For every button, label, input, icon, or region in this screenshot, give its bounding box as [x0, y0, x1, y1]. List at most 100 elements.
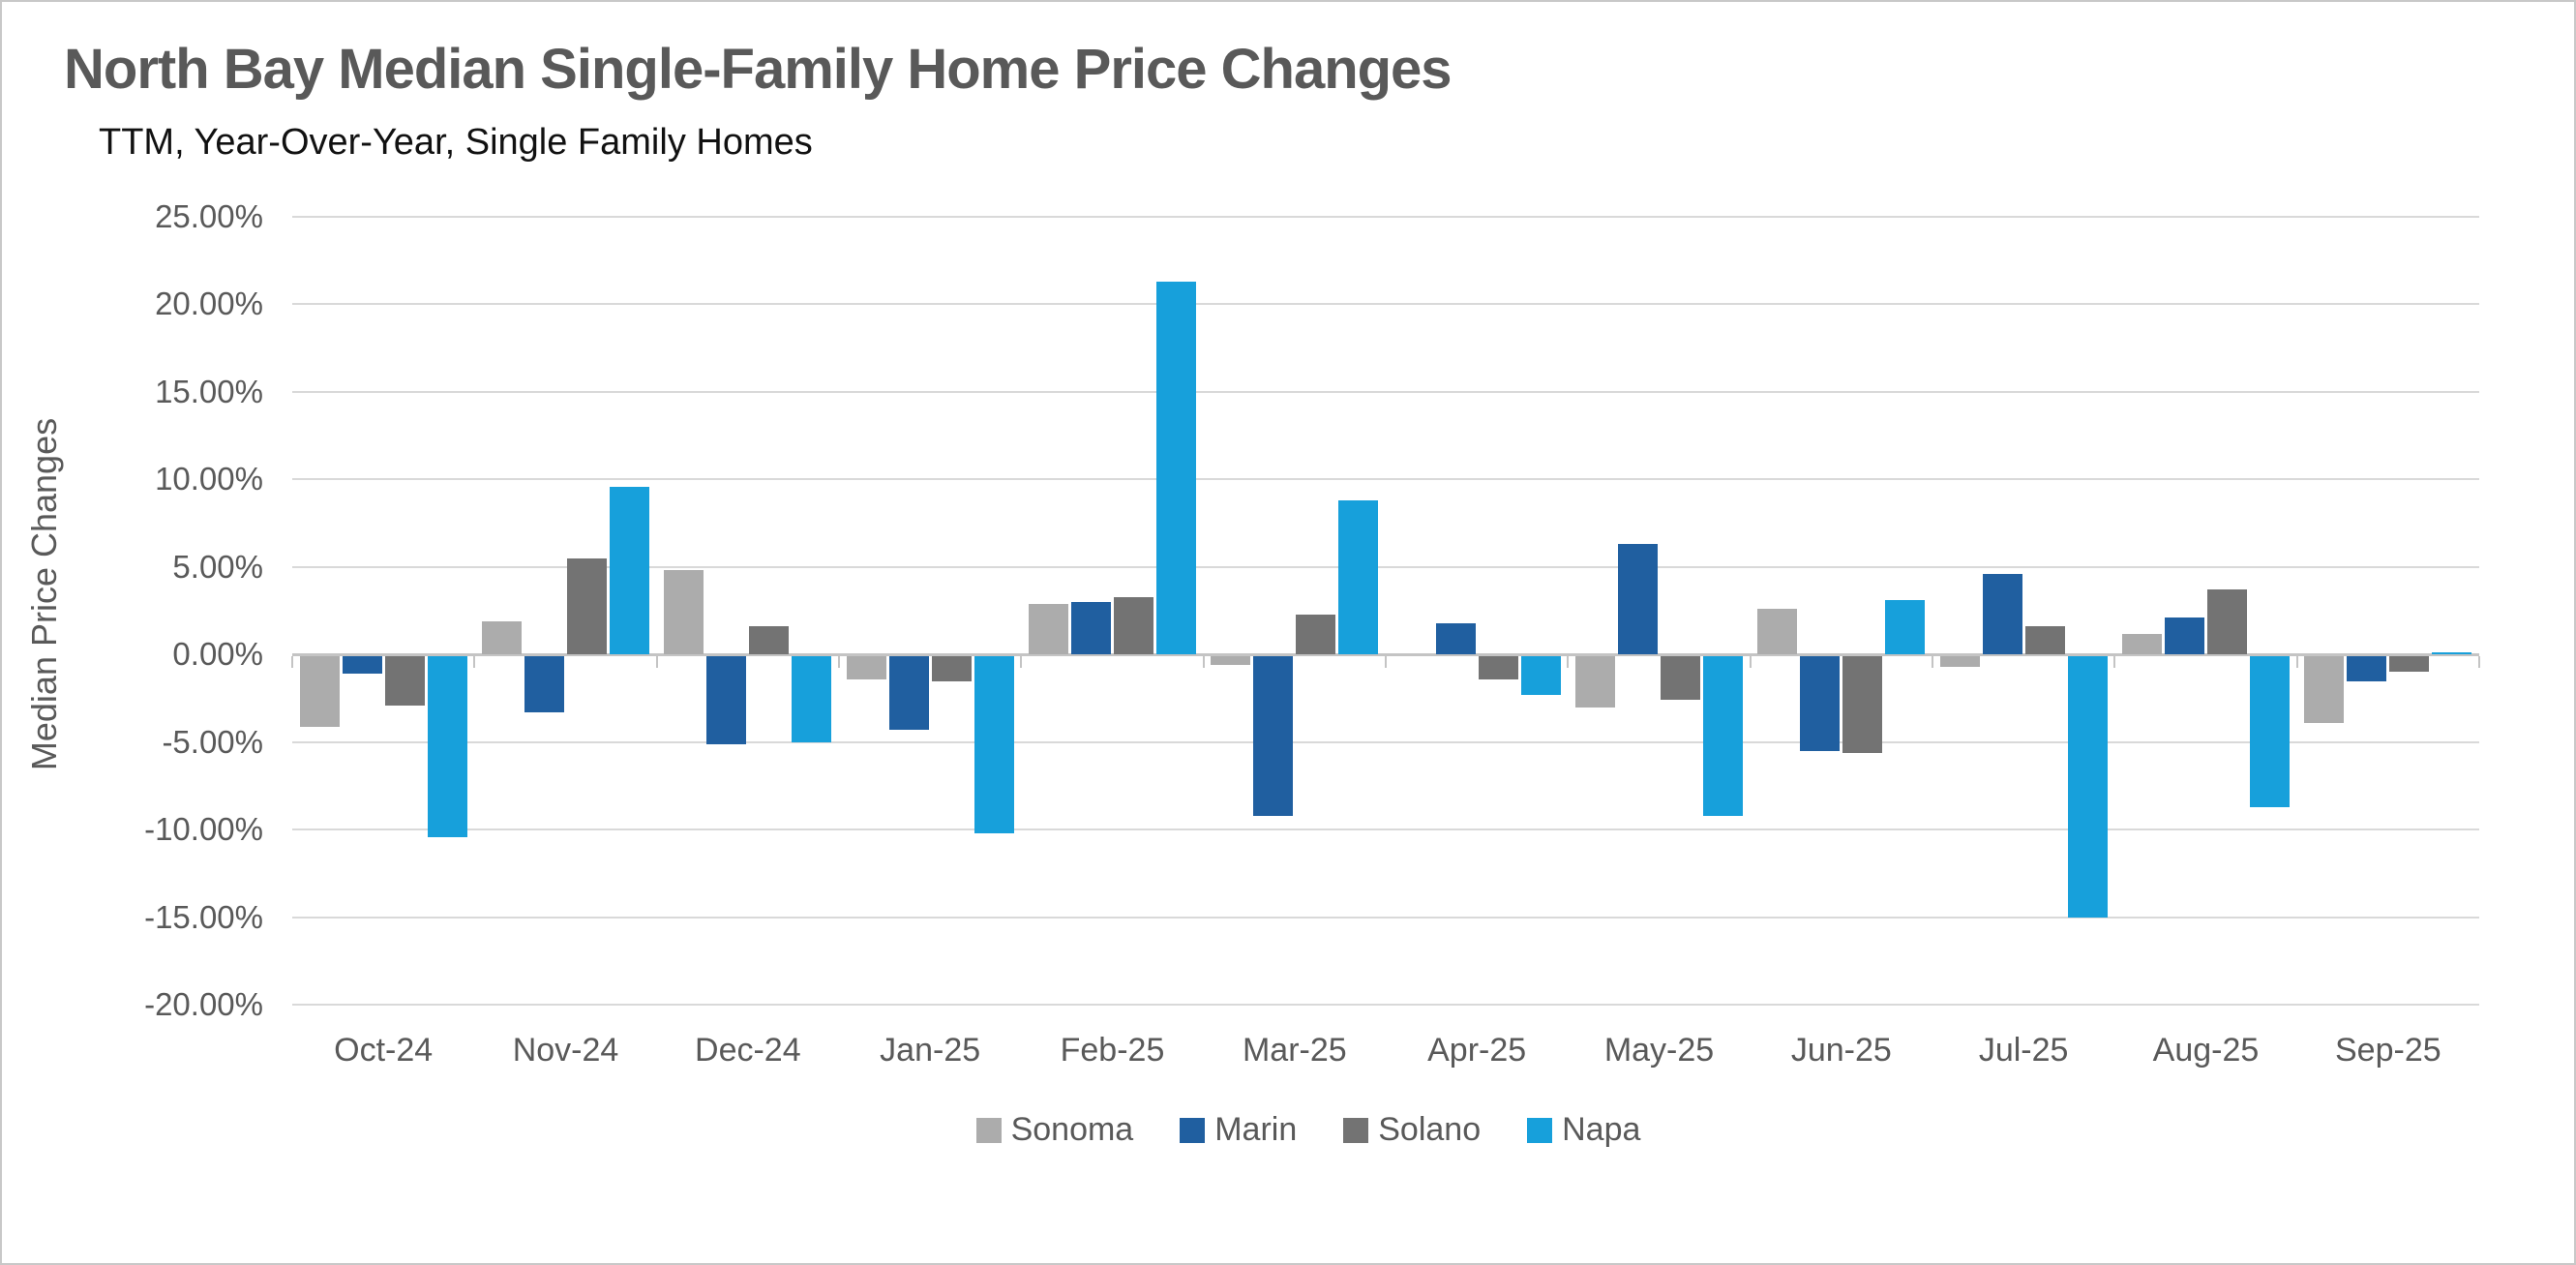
- bar-sonoma-sep-25: [2304, 656, 2345, 723]
- bar-solano-jun-25: [1842, 656, 1883, 753]
- bar-marin-feb-25: [1071, 601, 1111, 655]
- bar-marin-oct-24: [342, 656, 382, 675]
- y-tick-label: 0.00%: [172, 636, 263, 673]
- y-gridline: [292, 740, 2479, 743]
- chart-title: North Bay Median Single-Family Home Pric…: [64, 38, 1453, 101]
- bar-marin-may-25: [1618, 544, 1658, 655]
- y-tick-label: -20.00%: [144, 986, 263, 1022]
- bar-napa-feb-25: [1156, 281, 1196, 655]
- y-axis-title: Median Price Changes: [24, 417, 64, 771]
- legend-label: Sonoma: [1010, 1111, 1134, 1148]
- bar-marin-sep-25: [2347, 656, 2387, 681]
- x-axis-tick: [655, 656, 658, 669]
- x-category-label: Apr-25: [1427, 1032, 1527, 1069]
- bar-solano-oct-24: [384, 656, 425, 706]
- x-category-label: Dec-24: [695, 1032, 801, 1069]
- x-category-label: Oct-24: [334, 1032, 434, 1069]
- legend-label: Marin: [1214, 1111, 1298, 1148]
- bar-napa-sep-25: [2432, 652, 2472, 655]
- x-axis-tick: [2295, 656, 2298, 669]
- x-category-label: May-25: [1603, 1032, 1715, 1069]
- x-category-label: Feb-25: [1060, 1032, 1165, 1069]
- chart-subtitle: TTM, Year-Over-Year, Single Family Homes: [99, 122, 813, 163]
- y-gridline: [292, 216, 2479, 218]
- x-axis-tick: [1932, 656, 1933, 669]
- bar-sonoma-jan-25: [846, 656, 886, 679]
- legend-swatch-napa: [1527, 1117, 1553, 1143]
- x-axis-tick: [1020, 656, 1023, 669]
- legend-swatch-sonoma: [975, 1117, 1002, 1143]
- x-axis-line: [292, 653, 2479, 657]
- bar-solano-apr-25: [1478, 656, 1518, 679]
- legend-item-marin: Marin: [1180, 1111, 1297, 1149]
- bar-sonoma-oct-24: [299, 656, 340, 727]
- legend-swatch-marin: [1180, 1117, 1206, 1143]
- bar-sonoma-jun-25: [1757, 609, 1798, 655]
- bar-napa-jan-25: [973, 656, 1014, 833]
- y-gridline: [292, 1004, 2479, 1006]
- legend-item-napa: Napa: [1527, 1111, 1640, 1149]
- legend-swatch-solano: [1343, 1117, 1369, 1143]
- legend-label: Solano: [1378, 1111, 1482, 1148]
- x-category-label: Aug-25: [2152, 1032, 2260, 1069]
- x-axis-tick: [1202, 656, 1205, 669]
- y-gridline: [292, 390, 2479, 393]
- bar-marin-apr-25: [1435, 622, 1476, 655]
- x-axis-tick: [2113, 656, 2116, 669]
- bar-solano-sep-25: [2389, 656, 2430, 673]
- legend-item-solano: Solano: [1343, 1111, 1481, 1149]
- bar-marin-jun-25: [1800, 656, 1841, 751]
- bar-napa-nov-24: [610, 486, 649, 655]
- bar-marin-mar-25: [1253, 656, 1294, 816]
- x-axis-tick: [1749, 656, 1752, 669]
- y-tick-label: -10.00%: [144, 811, 263, 848]
- bar-napa-jun-25: [1885, 600, 1926, 655]
- y-gridline: [292, 303, 2479, 306]
- legend-label: Napa: [1562, 1111, 1641, 1148]
- bar-napa-oct-24: [427, 656, 467, 837]
- bar-sonoma-jul-25: [1939, 656, 1980, 668]
- bar-napa-aug-25: [2250, 656, 2290, 807]
- x-category-label: Jul-25: [1978, 1032, 2069, 1069]
- y-tick-label: 20.00%: [155, 286, 263, 322]
- bar-napa-may-25: [1703, 656, 1743, 816]
- bar-solano-aug-25: [2207, 589, 2247, 655]
- bar-napa-jul-25: [2067, 656, 2108, 918]
- bar-solano-nov-24: [567, 557, 607, 655]
- bar-marin-jan-25: [888, 656, 929, 731]
- y-gridline: [292, 916, 2479, 919]
- y-tick-label: 25.00%: [155, 198, 263, 234]
- bar-napa-mar-25: [1338, 500, 1379, 655]
- y-tick-label: 10.00%: [155, 461, 263, 497]
- bar-solano-dec-24: [749, 626, 790, 655]
- bar-marin-jul-25: [1982, 574, 2022, 655]
- y-tick-label: -5.00%: [162, 723, 263, 760]
- y-gridline: [292, 828, 2479, 831]
- bar-sonoma-dec-24: [664, 570, 704, 655]
- bar-marin-dec-24: [706, 656, 747, 744]
- x-axis-tick: [473, 656, 476, 669]
- y-tick-label: 15.00%: [155, 373, 263, 409]
- x-axis-tick: [291, 656, 293, 669]
- bar-sonoma-may-25: [1575, 656, 1615, 708]
- bar-napa-apr-25: [1520, 656, 1561, 695]
- x-axis-tick: [838, 656, 840, 669]
- y-tick-label: 5.00%: [172, 548, 263, 585]
- x-category-label: Jan-25: [880, 1032, 981, 1069]
- bar-marin-aug-25: [2165, 617, 2204, 655]
- bar-solano-feb-25: [1114, 596, 1153, 655]
- x-axis-tick: [1385, 656, 1387, 669]
- bar-marin-nov-24: [524, 656, 564, 713]
- x-axis-tick: [1567, 656, 1570, 669]
- x-axis-tick: [2478, 656, 2480, 669]
- x-category-label: Nov-24: [512, 1032, 619, 1069]
- y-gridline: [292, 565, 2479, 568]
- bar-sonoma-nov-24: [482, 620, 522, 655]
- bar-sonoma-mar-25: [1211, 656, 1251, 666]
- x-category-label: Sep-25: [2335, 1032, 2441, 1069]
- x-category-label: Jun-25: [1790, 1032, 1892, 1069]
- bar-sonoma-feb-25: [1029, 603, 1068, 655]
- bar-solano-mar-25: [1296, 614, 1336, 655]
- legend-item-sonoma: Sonoma: [975, 1111, 1134, 1149]
